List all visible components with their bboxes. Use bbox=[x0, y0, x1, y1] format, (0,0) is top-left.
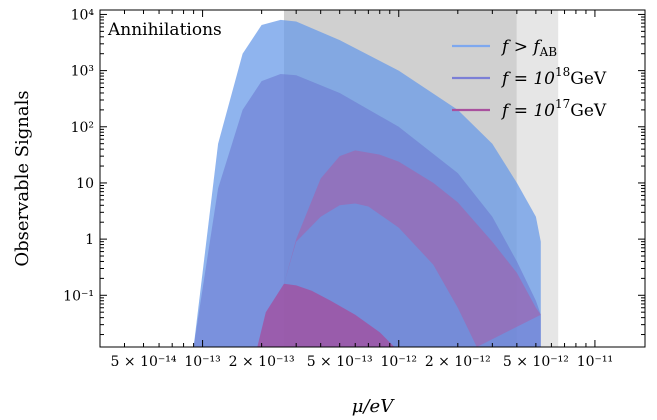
x-tick-label: 5 × 10⁻¹² bbox=[503, 354, 569, 370]
tick-labels: 5 × 10⁻¹⁴ 10⁻¹³ 2 × 10⁻¹³ 5 × 10⁻¹³ 10⁻¹² 2 ×… bbox=[63, 7, 613, 370]
legend: f > fAB f = 1018GeV f = 1017GeV bbox=[452, 37, 607, 121]
axis-ticks bbox=[99, 10, 645, 347]
y-tick-label: 10² bbox=[71, 120, 94, 136]
x-tick-label: 2 × 10⁻¹³ bbox=[229, 354, 295, 370]
data-areas bbox=[193, 19, 541, 348]
y-tick-label: 10³ bbox=[71, 64, 94, 80]
x-tick-label: 10⁻¹¹ bbox=[577, 354, 613, 370]
y-tick-label: 10⁻¹ bbox=[63, 288, 94, 304]
x-tick-label: 10⁻¹² bbox=[381, 354, 417, 370]
x-tick-label: 5 × 10⁻¹³ bbox=[307, 354, 373, 370]
legend-entry-1: f > fAB bbox=[500, 37, 557, 59]
x-tick-label: 2 × 10⁻¹² bbox=[425, 354, 491, 370]
y-tick-label: 10 bbox=[76, 176, 94, 192]
legend-entry-2: f = 1018GeV bbox=[500, 65, 607, 89]
x-tick-label: 5 × 10⁻¹⁴ bbox=[111, 354, 177, 370]
series-area-3 bbox=[257, 283, 395, 347]
x-axis-title: μ/eV bbox=[352, 396, 395, 417]
series-area-4 bbox=[284, 150, 541, 347]
plot-frame bbox=[99, 9, 646, 348]
panel-label: Annihilations bbox=[107, 20, 222, 40]
y-axis-title: Observable Signals bbox=[12, 90, 33, 266]
y-tick-label: 10⁴ bbox=[71, 7, 95, 23]
x-tick-label: 10⁻¹³ bbox=[184, 354, 220, 370]
y-tick-label: 1 bbox=[85, 232, 94, 248]
legend-entry-3: f = 1017GeV bbox=[500, 97, 607, 121]
